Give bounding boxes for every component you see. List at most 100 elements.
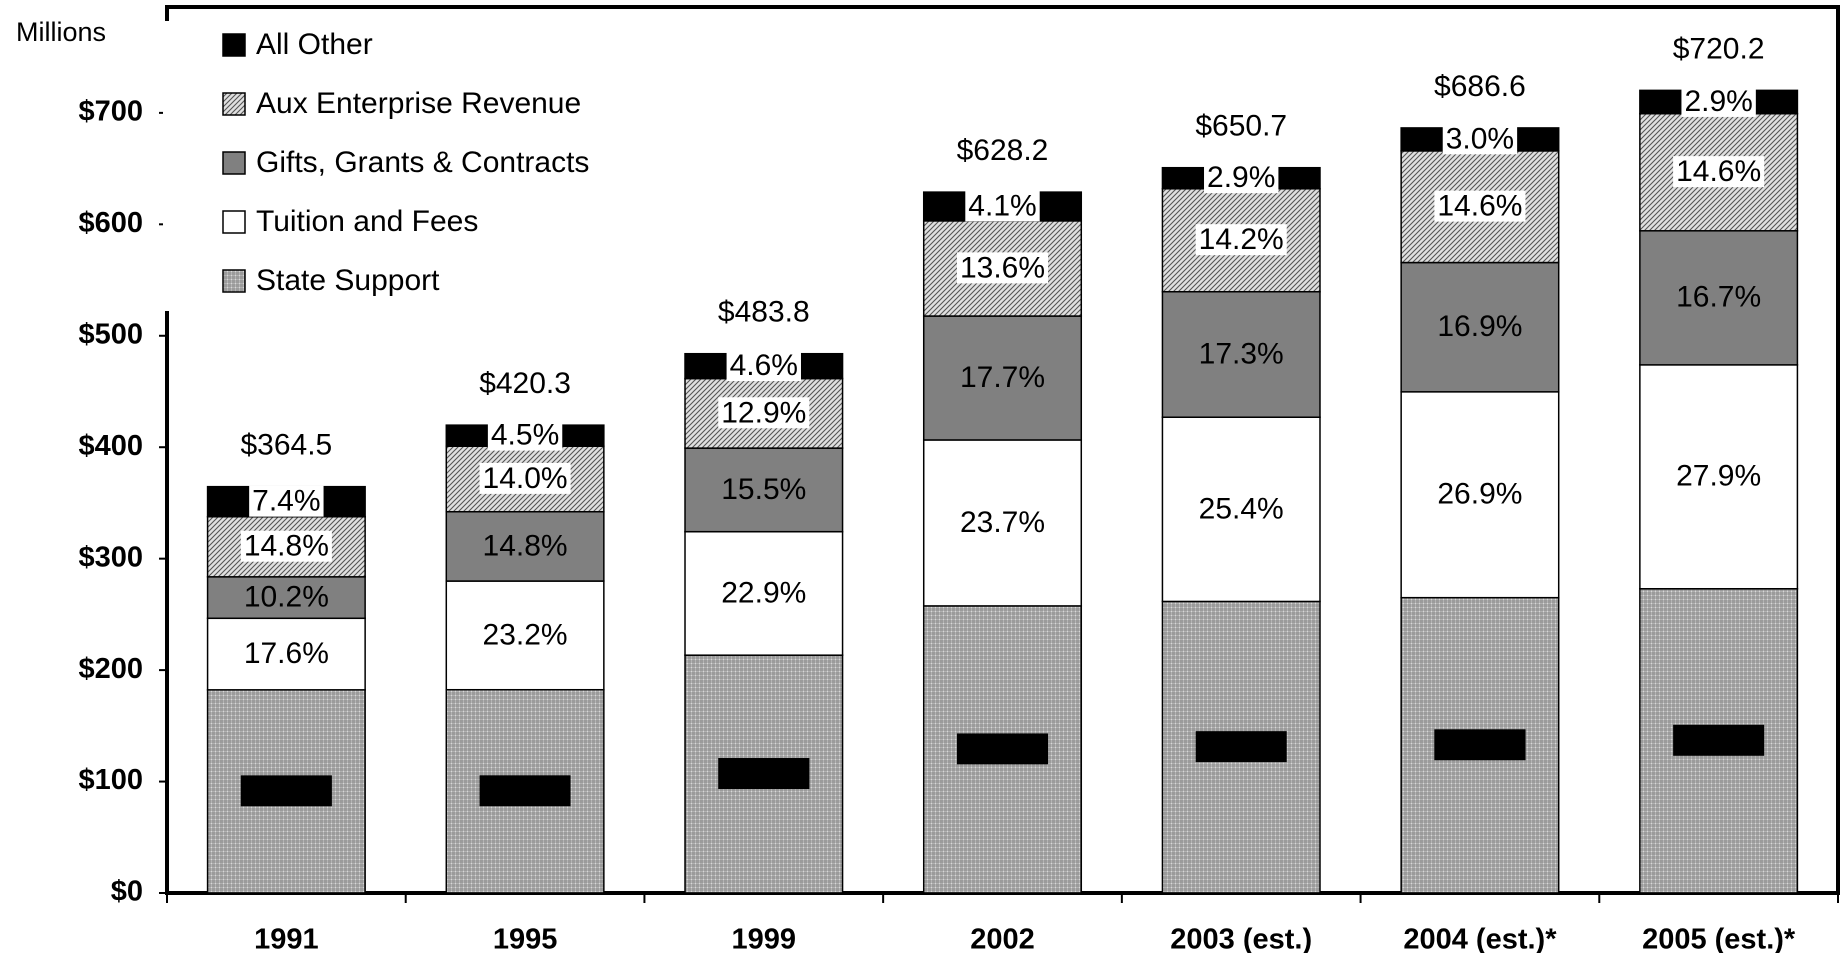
segment-label: 3.0% [1446, 122, 1514, 155]
label-box [1673, 156, 1765, 188]
segment-label: 25.4% [1199, 492, 1284, 525]
segment-label-group: 16.7% [1676, 281, 1761, 314]
segment-label: 16.7% [1676, 281, 1761, 314]
total-label: $650.7 [1195, 110, 1287, 143]
bar-segment [922, 315, 1083, 441]
y-tick-label: $600 [78, 207, 143, 239]
legend-label: Gifts, Grants & Contracts [256, 146, 589, 179]
segment-label-group: 14.8% [240, 530, 332, 563]
x-tick-label: 1999 [732, 924, 797, 953]
legend-label: Tuition and Fees [256, 205, 478, 238]
x-tick-label: 2002 [970, 924, 1035, 953]
label-box [479, 775, 571, 807]
label-box [1673, 724, 1765, 756]
bar-segment [1161, 290, 1321, 418]
segment-label-group: 41.0% [956, 732, 1049, 765]
legend-swatch [222, 269, 246, 293]
segment-label-group: 26.9% [1437, 478, 1522, 511]
segment-label: 7.4% [252, 485, 320, 518]
y-tick-label: $200 [78, 653, 143, 685]
segment-label-group: 17.7% [960, 361, 1045, 394]
segment-label-group: 14.2% [1195, 223, 1287, 256]
segment-label: 10.2% [244, 580, 329, 613]
segment-label: 41.0% [960, 732, 1045, 765]
y-tick-label: $400 [78, 430, 143, 462]
bar-segment [445, 510, 605, 582]
legend-label: All Other [256, 28, 373, 61]
total-label: $420.3 [479, 367, 571, 400]
segment-label: 17.6% [244, 637, 329, 670]
legend-bg [163, 21, 663, 311]
segment-label: 2.9% [1684, 85, 1752, 118]
legend-label: Aux Enterprise Revenue [256, 87, 581, 120]
bar-segment [206, 617, 366, 691]
label-box [956, 733, 1049, 765]
segment-label: 14.6% [1437, 190, 1522, 223]
bar-segment [206, 576, 366, 620]
segment-label: 37.9% [1676, 724, 1761, 757]
label-box [240, 775, 332, 807]
label-box [487, 419, 563, 451]
segment-label-group: 4.6% [726, 349, 801, 382]
segment-label: 17.3% [1199, 337, 1284, 370]
y-tick-label: $300 [78, 541, 143, 573]
segment-label-group: 16.9% [1437, 310, 1522, 343]
legend-swatch [222, 33, 246, 57]
segment-label-group: 23.7% [960, 506, 1045, 539]
segment-label-group: 13.6% [956, 251, 1049, 284]
segment-label: 12.9% [721, 396, 806, 429]
segment-label: 14.8% [483, 529, 568, 562]
bar-segment [684, 447, 844, 533]
segment-label: 16.9% [1437, 310, 1522, 343]
segment-label: 43.4% [483, 774, 568, 807]
legend-swatch [222, 210, 246, 234]
segment-label-group: 17.3% [1199, 337, 1284, 370]
label-box [1195, 731, 1287, 763]
segment-label-group: 3.0% [1442, 122, 1518, 155]
segment-label: 23.2% [483, 618, 568, 651]
bar-segment [684, 530, 844, 656]
segment-label: 14.6% [1676, 155, 1761, 188]
segment-label: 23.7% [960, 506, 1045, 539]
total-label: $483.8 [718, 296, 810, 329]
label-box [479, 462, 571, 494]
segment-label: 26.9% [1437, 478, 1522, 511]
segment-label-group: 27.9% [1676, 460, 1761, 493]
segment-label-group: 43.4% [479, 774, 571, 807]
segment-label: 2.9% [1207, 161, 1275, 194]
segment-label: 13.6% [960, 251, 1045, 284]
segment-label-group: 4.5% [487, 419, 563, 452]
y-tick-label: $0 [111, 876, 143, 908]
legend-label: State Support [256, 264, 440, 297]
segment-label-group: 2.9% [1204, 161, 1279, 194]
segment-label: 27.9% [1676, 460, 1761, 493]
x-tick-label: 1995 [493, 924, 558, 953]
segment-label-group: 23.2% [483, 618, 568, 651]
label-box [1434, 729, 1526, 761]
label-box [1204, 162, 1279, 194]
label-box [1681, 85, 1756, 117]
x-tick-label: 2003 (est.) [1170, 924, 1312, 953]
segment-label-group: 12.9% [718, 396, 810, 429]
total-label: $628.2 [957, 134, 1049, 167]
legend-swatch [222, 92, 246, 116]
segment-label: 4.5% [491, 419, 559, 452]
label-box [240, 530, 332, 562]
segment-label-group: 10.2% [244, 580, 329, 613]
segment-label: 22.9% [721, 576, 806, 609]
y-tick-label: $100 [78, 764, 143, 796]
segment-label-group: 25.4% [1199, 492, 1284, 525]
segment-label-group: 14.6% [1673, 155, 1765, 188]
segment-label-group: 37.9% [1673, 724, 1765, 757]
label-box [1195, 224, 1287, 256]
segment-label: 17.7% [960, 361, 1045, 394]
label-box [965, 190, 1040, 222]
label-box [726, 350, 801, 382]
label-box [1434, 190, 1526, 222]
total-label: $364.5 [240, 429, 332, 462]
segment-label: 15.5% [721, 473, 806, 506]
segment-label: 4.6% [730, 349, 798, 382]
bar-segment [1639, 230, 1799, 366]
total-label: $686.6 [1434, 70, 1526, 103]
